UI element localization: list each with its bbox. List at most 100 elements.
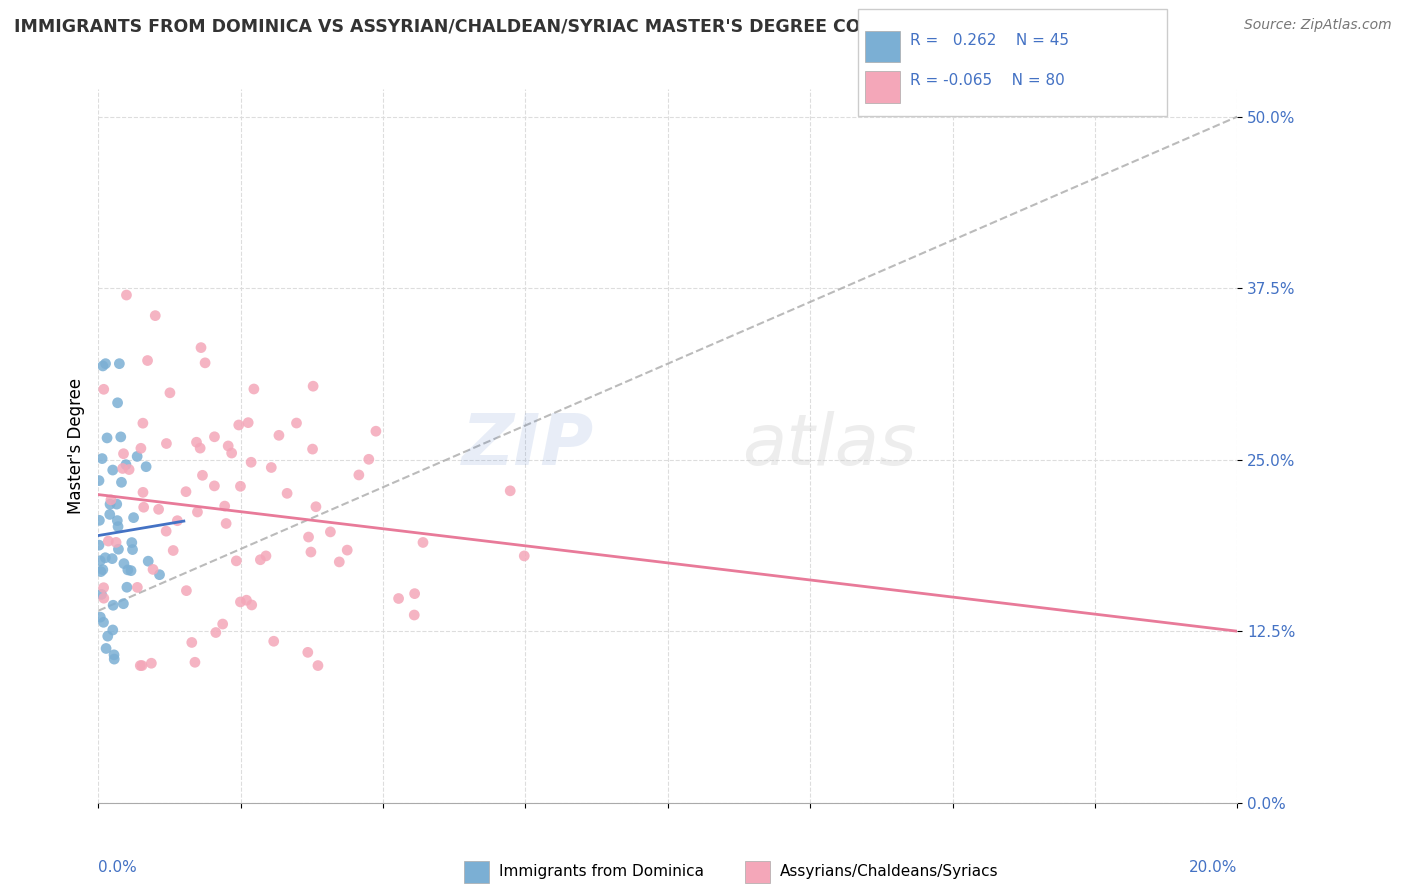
Point — [159, 385, 181, 400]
Point — [91, 563, 114, 577]
Point — [211, 617, 233, 632]
Point — [364, 424, 387, 438]
Point — [148, 567, 170, 582]
Point — [120, 564, 142, 578]
Point — [186, 435, 208, 450]
Point — [180, 635, 202, 649]
Point — [276, 486, 298, 500]
Point — [107, 396, 129, 410]
Point — [115, 458, 138, 472]
Point — [136, 353, 159, 368]
Point — [118, 462, 141, 476]
Point — [221, 446, 243, 460]
Point — [117, 563, 139, 577]
Point — [90, 587, 112, 601]
Point — [142, 562, 165, 576]
Point — [260, 460, 283, 475]
Point — [89, 554, 111, 568]
Point — [499, 483, 522, 498]
Text: IMMIGRANTS FROM DOMINICA VS ASSYRIAN/CHALDEAN/SYRIAC MASTER'S DEGREE CORRELATION: IMMIGRANTS FROM DOMINICA VS ASSYRIAN/CHA… — [14, 18, 1042, 36]
Point — [238, 416, 260, 430]
Point — [121, 535, 143, 549]
Point — [98, 508, 121, 522]
Point — [93, 382, 115, 396]
Point — [91, 359, 114, 373]
Point — [112, 597, 135, 611]
Point — [347, 467, 370, 482]
Point — [100, 492, 122, 507]
Point — [101, 463, 124, 477]
Point — [225, 554, 247, 568]
Point — [94, 550, 117, 565]
Point — [217, 439, 239, 453]
Point — [513, 549, 536, 563]
Point — [263, 634, 285, 648]
Point — [202, 479, 225, 493]
Point — [91, 451, 114, 466]
Point — [141, 657, 163, 671]
Point — [229, 595, 252, 609]
Point — [299, 545, 322, 559]
Point — [249, 553, 271, 567]
Point — [162, 543, 184, 558]
Point — [112, 557, 135, 571]
Point — [105, 514, 128, 528]
Text: R = -0.065    N = 80: R = -0.065 N = 80 — [910, 73, 1064, 87]
Point — [205, 625, 228, 640]
Point — [254, 549, 277, 563]
Point — [228, 417, 250, 432]
Point — [319, 524, 342, 539]
Text: atlas: atlas — [742, 411, 917, 481]
Text: Immigrants from Dominica: Immigrants from Dominica — [499, 864, 704, 879]
Point — [148, 502, 170, 516]
Point — [135, 459, 157, 474]
Point — [214, 499, 236, 513]
Point — [110, 430, 132, 444]
Point — [176, 583, 198, 598]
Point — [194, 356, 217, 370]
Point — [115, 288, 138, 302]
Point — [387, 591, 409, 606]
Point — [96, 431, 118, 445]
Point — [87, 538, 110, 552]
Point — [229, 479, 252, 493]
Point — [98, 497, 121, 511]
Point — [127, 581, 149, 595]
Point — [267, 428, 290, 442]
Point — [107, 542, 129, 557]
Point — [404, 587, 426, 601]
Point — [103, 652, 125, 666]
Point — [111, 461, 134, 475]
Point — [89, 513, 111, 527]
Point — [243, 382, 266, 396]
Point — [215, 516, 238, 531]
Y-axis label: Master's Degree: Master's Degree — [66, 378, 84, 514]
Point — [89, 610, 111, 624]
Point — [155, 436, 177, 450]
Point — [155, 524, 177, 538]
Point — [122, 510, 145, 524]
Point — [143, 309, 166, 323]
Point — [90, 565, 112, 579]
Point — [129, 442, 152, 456]
Point — [240, 455, 263, 469]
Point — [115, 580, 138, 594]
Point — [191, 468, 214, 483]
Point — [121, 542, 143, 557]
Point — [204, 430, 226, 444]
Point — [235, 593, 257, 607]
Point — [132, 485, 155, 500]
Text: Assyrians/Chaldeans/Syriacs: Assyrians/Chaldeans/Syriacs — [780, 864, 998, 879]
Point — [94, 357, 117, 371]
Point — [105, 535, 128, 549]
Point — [97, 534, 120, 549]
Point — [307, 658, 329, 673]
Point — [404, 607, 426, 622]
Point — [412, 535, 434, 549]
Point — [302, 379, 325, 393]
Point — [94, 641, 117, 656]
Text: R =   0.262    N = 45: R = 0.262 N = 45 — [910, 33, 1069, 47]
Point — [188, 441, 211, 455]
Point — [132, 500, 155, 515]
Point — [285, 416, 308, 430]
